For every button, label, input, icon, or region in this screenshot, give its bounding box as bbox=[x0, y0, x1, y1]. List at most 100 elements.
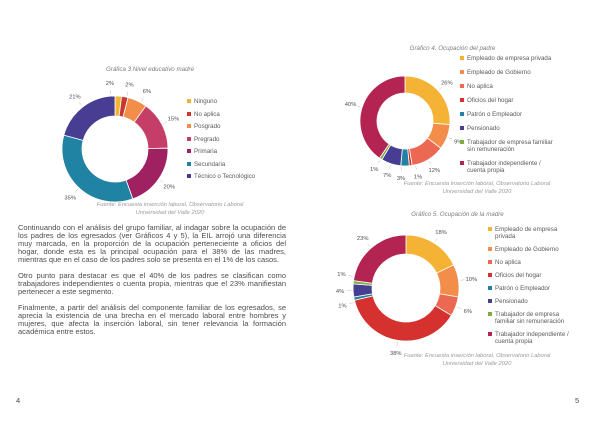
source-line-1: Fuente: Encuesta inserción laboral, Obse… bbox=[403, 181, 551, 187]
donut-slice-7 bbox=[359, 75, 406, 159]
legend-label: Empleado de Gobierno bbox=[467, 69, 531, 76]
slice-value-label: 38% bbox=[390, 351, 402, 357]
label-leader-line bbox=[126, 91, 129, 96]
source-line-2: Universidad del Valle 2020 bbox=[442, 188, 512, 195]
source-line-2: Universidad del Valle 2020 bbox=[135, 209, 205, 216]
legend-label: Ninguno bbox=[194, 98, 218, 105]
legend-label: Trabajador de empresa familiar sin remun… bbox=[467, 139, 553, 153]
legend-swatch bbox=[488, 227, 492, 231]
donut-chart-ocupacion-padre: 26% 9% 12% 1% 3% 7% 1% 40% bbox=[345, 75, 462, 182]
donut-slice-0 bbox=[405, 234, 455, 274]
legend-swatch bbox=[460, 56, 464, 60]
legend-item: Empleado de Gobierno bbox=[460, 69, 560, 76]
legend-item: Trabajador independiente / cuenta propia bbox=[488, 331, 570, 345]
legend-label: Técnico o Tecnológico bbox=[194, 173, 256, 180]
paragraph-2: Otro punto para destacar es que el 40% d… bbox=[18, 270, 286, 297]
label-leader-line bbox=[428, 160, 431, 165]
legend-label: Secundaria bbox=[194, 160, 226, 168]
legend-swatch bbox=[187, 99, 191, 103]
label-leader-line bbox=[448, 137, 452, 140]
legend-label: Empleado de empresa privada bbox=[495, 226, 558, 240]
slice-value-label: 6% bbox=[143, 89, 151, 95]
label-leader-line bbox=[456, 306, 462, 309]
label-leader-line bbox=[141, 97, 144, 102]
source-line-2: Universidad del Valle 2020 bbox=[442, 360, 512, 367]
chart4-source: Fuente: Encuesta inserción laboral, Obse… bbox=[350, 181, 600, 196]
legend-swatch bbox=[187, 136, 191, 141]
legend-label: Pensionado bbox=[467, 125, 500, 132]
chart5-legend: Empleado de empresa privada Empleado de G… bbox=[488, 226, 570, 351]
page-number-left: 4 bbox=[16, 396, 21, 405]
label-leader-line bbox=[396, 341, 398, 347]
legend-label: Patrón o Empleador bbox=[495, 285, 551, 292]
slice-value-label: 1% bbox=[337, 272, 345, 278]
source-line-1: Fuente: Encuesta inserción laboral, Obse… bbox=[96, 202, 244, 208]
page-5: Gráfico 4. Ocupación del padre 26% 9% 12% 1… bbox=[300, 0, 600, 425]
legend-swatch bbox=[460, 140, 464, 144]
legend-item: Trabajador de empresa familiar sin remun… bbox=[460, 139, 560, 153]
chart3-title: Gráfica 3 Nivel educativo madre bbox=[105, 66, 195, 73]
chart5-source: Fuente: Encuesta inserción laboral, Obse… bbox=[350, 353, 600, 368]
page-number-right: 5 bbox=[575, 396, 580, 405]
donut-slice-7 bbox=[353, 234, 407, 284]
legend-label: No aplica bbox=[194, 110, 220, 118]
label-leader-line bbox=[163, 121, 168, 124]
source-line-1: Fuente: Encuesta inserción laboral, Obse… bbox=[403, 353, 551, 359]
legend-swatch bbox=[488, 273, 492, 277]
legend-label: Trabajador independiente / cuenta propia bbox=[467, 160, 541, 174]
donut-slice-6 bbox=[63, 95, 116, 141]
slice-value-label: 1% bbox=[370, 167, 378, 173]
legend-item: Oficios del hogar bbox=[488, 272, 570, 279]
label-leader-line bbox=[434, 237, 438, 242]
donut-slice-4 bbox=[125, 147, 169, 200]
body-text: Continuando con el análisis del grupo fa… bbox=[18, 223, 286, 344]
legend-label: Trabajador independiente / cuenta propia bbox=[495, 331, 569, 345]
legend-label: Empleado de empresa privada bbox=[467, 55, 552, 62]
legend-item: Empleado de empresa privada bbox=[488, 226, 570, 240]
slice-value-label: 40% bbox=[345, 102, 357, 108]
label-leader-line bbox=[438, 86, 442, 90]
paragraph-1: Continuando con el análisis del grupo fa… bbox=[18, 223, 286, 265]
legend-label: Trabajador de empresa familiar sin remun… bbox=[495, 311, 565, 325]
slice-value-label: 12% bbox=[428, 168, 440, 174]
legend-item: Trabajador de empresa familiar sin remun… bbox=[488, 311, 570, 325]
legend-swatch bbox=[460, 98, 464, 102]
donut-chart-ocupacion-madre: 18% 10% 6% 38% 1% 4% 1% 23% bbox=[336, 230, 477, 357]
legend-item: Secundaria bbox=[187, 161, 255, 168]
slice-value-label: 7% bbox=[383, 173, 391, 179]
slice-value-label: 2% bbox=[125, 83, 133, 89]
legend-item: No aplica bbox=[460, 83, 560, 90]
chart4-legend: Empleado de empresa privada Empleado de G… bbox=[460, 55, 560, 181]
legend-swatch bbox=[488, 299, 492, 303]
legend-swatch bbox=[488, 312, 492, 316]
legend-swatch bbox=[488, 286, 492, 290]
legend-item: Oficios del hogar bbox=[460, 97, 560, 104]
chart3-legend: Ninguno No aplica Posgrado Pregrado Primaria… bbox=[187, 98, 255, 186]
slice-value-label: 6% bbox=[464, 309, 472, 315]
label-leader-line bbox=[377, 159, 381, 164]
slice-value-label: 23% bbox=[357, 236, 369, 242]
legend-label: Pensionado bbox=[495, 298, 528, 305]
legend-label: No aplica bbox=[467, 83, 493, 90]
legend-swatch bbox=[460, 84, 464, 88]
legend-swatch bbox=[460, 70, 464, 74]
legend-label: Posgrado bbox=[194, 123, 221, 130]
legend-item: Pensionado bbox=[488, 298, 570, 305]
slice-value-label: 20% bbox=[163, 185, 175, 191]
legend-swatch bbox=[187, 161, 191, 166]
label-leader-line bbox=[348, 275, 353, 277]
legend-item: No aplica bbox=[488, 259, 570, 266]
legend-label: Pregrado bbox=[194, 135, 220, 143]
slice-value-label: 1% bbox=[414, 174, 422, 180]
slice-value-label: 18% bbox=[435, 230, 447, 236]
donut-slice-5 bbox=[61, 134, 134, 203]
legend-swatch bbox=[187, 149, 191, 153]
page-4: Gráfica 3 Nivel educativo madre 2% 2% 6% 15… bbox=[16, 66, 286, 405]
label-leader-line bbox=[78, 101, 83, 106]
legend-swatch bbox=[187, 111, 191, 116]
legend-swatch bbox=[187, 174, 191, 178]
label-leader-line bbox=[415, 166, 417, 170]
legend-item: Primaria bbox=[187, 148, 255, 155]
legend-item: Patrón o Empleador bbox=[460, 111, 560, 118]
